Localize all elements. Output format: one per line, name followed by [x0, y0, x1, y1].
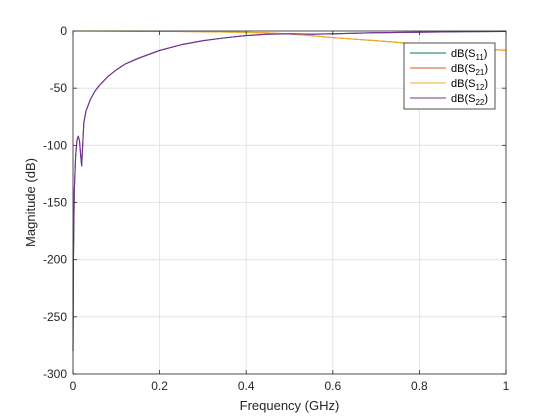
x-tick-label: 0.6 [324, 379, 341, 393]
legend-entry: dB(S21) [451, 63, 488, 77]
legend-entry-base: dB(S [451, 93, 475, 105]
legend-entry-base: dB(S [451, 48, 475, 60]
y-tick-label: -50 [50, 81, 68, 95]
legend-entry-end: ) [484, 63, 488, 75]
legend-entry-base: dB(S [451, 78, 475, 90]
x-tick-label: 0.8 [411, 379, 428, 393]
x-tick-label: 0 [70, 379, 77, 393]
y-tick-label: -100 [43, 138, 67, 152]
y-tick-label: -300 [43, 367, 67, 381]
legend-entry-subscript: 22 [475, 98, 484, 107]
legend-entry: dB(S11) [451, 48, 487, 62]
axis-ticks: 0 0.2 0.4 0.6 0.8 1 0 -50 -100 -150 -200 -250 -300 [43, 24, 510, 393]
legend-entry: dB(S22) [451, 93, 488, 107]
y-tick-label: -150 [43, 196, 67, 210]
legend-entry-subscript: 11 [475, 53, 484, 62]
x-tick-label: 0.4 [238, 379, 255, 393]
series-line-22 [72, 30, 507, 352]
y-tick-label: -250 [43, 310, 67, 324]
legend-entry-end: ) [484, 78, 488, 90]
legend-entry-subscript: 21 [475, 68, 484, 77]
legend-entry-end: ) [484, 93, 488, 105]
x-tick-label: 0.2 [151, 379, 168, 393]
y-tick-label: 0 [60, 24, 67, 38]
legend-entry-subscript: 12 [475, 83, 484, 92]
x-tick-label: 1 [503, 379, 510, 393]
y-axis-label: Magnitude (dB) [23, 158, 38, 247]
legend-entry-base: dB(S [451, 63, 475, 75]
legend: dB(S11)dB(S21)dB(S12)dB(S22) [403, 42, 496, 110]
legend-entry-end: ) [484, 48, 488, 60]
legend-entry: dB(S12) [451, 78, 488, 92]
x-axis-label: Frequency (GHz) [240, 398, 340, 413]
y-tick-label: -200 [43, 253, 67, 267]
